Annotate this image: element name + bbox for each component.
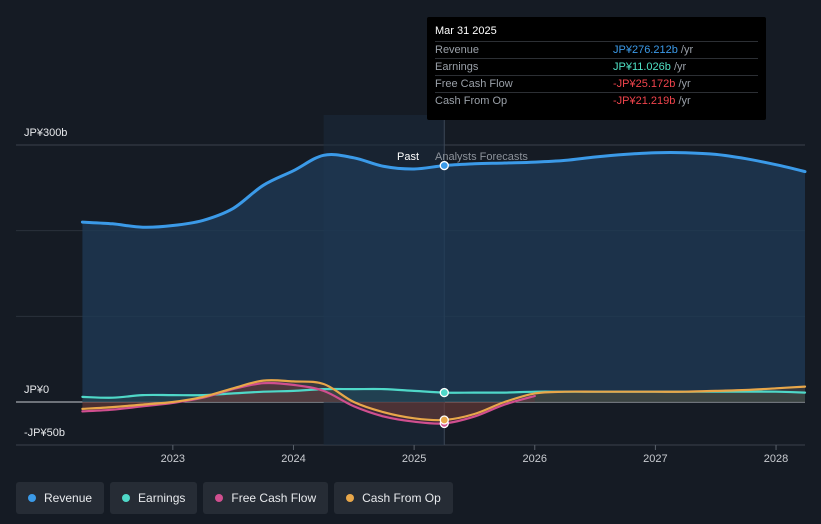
y-axis-label-top: JP¥300b [24,127,67,139]
legend-label: Revenue [44,491,93,505]
legend-earnings-button[interactable]: Earnings [110,482,198,514]
x-tick-label: 2024 [281,453,305,465]
tooltip-unit: /yr [675,95,691,107]
tooltip-value-wrap: -JP¥25.172b /yr [613,78,691,90]
past-label: Past [397,151,419,163]
legend-label: Earnings [138,491,186,505]
data-tooltip: Mar 31 2025 Revenue JP¥276.212b /yr Earn… [427,17,766,120]
markers [439,160,449,429]
series-line-free-cash-flow [81,381,536,425]
tooltip-value-wrap: -JP¥21.219b /yr [613,95,691,107]
tooltip-unit: /yr [670,61,687,73]
x-tick-label: 2023 [161,453,185,465]
tooltip-row-revenue: Revenue JP¥276.212b /yr [435,41,758,59]
y-axis-label-zero: JP¥0 [24,384,49,396]
legend-dot-icon [215,494,224,502]
point-marker-revenue [439,160,449,171]
forecast-label: Analysts Forecasts [435,151,528,163]
point-marker-earnings [439,387,449,398]
legend-label: Cash From Op [362,491,441,505]
legend-dot-icon [28,494,36,502]
legend-cash-from-op-button[interactable]: Cash From Op [334,482,453,514]
tooltip-row-cash-from-op: Cash From Op -JP¥21.219b /yr [435,92,758,110]
tooltip-row-free-cash-flow: Free Cash Flow -JP¥25.172b /yr [435,75,758,93]
x-tick-label: 2025 [402,453,426,465]
tooltip-value: JP¥276.212b [613,44,678,56]
tooltip-unit: /yr [677,44,694,56]
tooltip-date: Mar 31 2025 [435,25,497,37]
legend-label: Free Cash Flow [231,491,317,505]
y-axis-label-bottom: -JP¥50b [24,427,65,439]
financial-chart: JP¥300b JP¥0 -JP¥50b Past Analysts Forec… [16,115,807,465]
tooltip-value-wrap: JP¥11.026b /yr [613,61,686,73]
tooltip-label: Cash From Op [435,95,508,107]
tooltip-unit: /yr [675,78,691,90]
series-area-revenue [82,152,805,402]
x-tick-label: 2026 [523,453,547,465]
series-area-cash-from-op [82,380,805,421]
x-axis: 2023 2024 2025 2026 2027 2028 [161,445,788,465]
tooltip-label: Free Cash Flow [435,78,513,90]
legend-dot-icon [346,494,355,502]
tooltip-value-wrap: JP¥276.212b /yr [613,44,693,56]
area-layer [82,152,805,424]
legend-revenue-button[interactable]: Revenue [16,482,105,514]
tooltip-value: JP¥11.026b [613,61,671,73]
tooltip-row-earnings: Earnings JP¥11.026b /yr [435,58,758,76]
chart-legend: Revenue Earnings Free Cash Flow Cash Fro… [16,482,453,516]
tooltip-label: Revenue [435,44,480,56]
x-tick-label: 2027 [643,453,667,465]
x-tick-label: 2028 [764,453,788,465]
legend-dot-icon [122,494,131,502]
tooltip-label: Earnings [435,61,479,73]
point-marker-cash-from-op [439,415,449,425]
tooltip-value: -JP¥25.172b [613,78,676,90]
tooltip-value: -JP¥21.219b [613,95,676,107]
series-area-free-cash-flow [82,382,535,424]
legend-free-cash-flow-button[interactable]: Free Cash Flow [203,482,329,514]
